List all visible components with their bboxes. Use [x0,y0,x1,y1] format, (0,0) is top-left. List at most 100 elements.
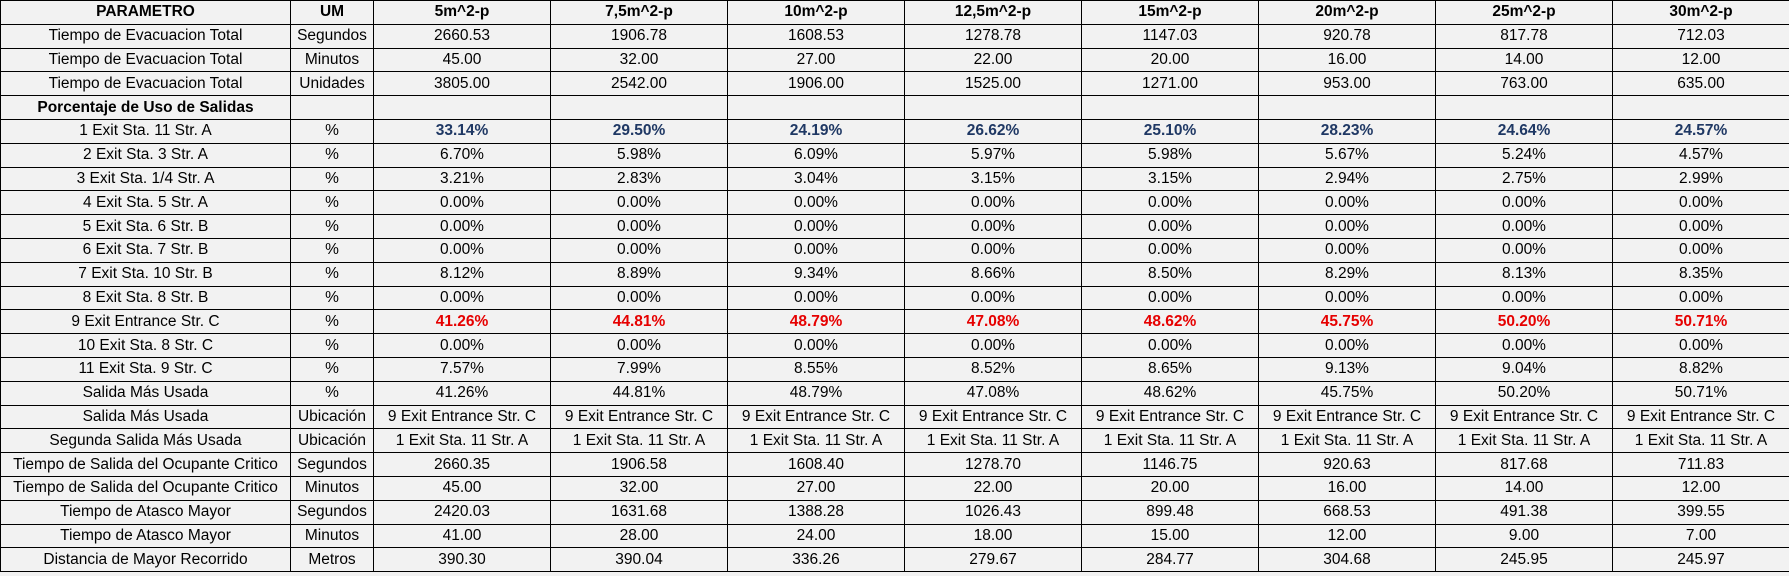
param-cell[interactable]: 9 Exit Entrance Str. C [0,309,291,335]
value-cell[interactable]: 45.00 [373,47,551,73]
value-cell[interactable]: 1608.40 [727,452,905,477]
value-cell[interactable]: 817.68 [1435,452,1613,477]
value-cell[interactable]: 8.13% [1435,261,1613,287]
value-cell[interactable]: 9.00 [1435,523,1613,549]
value-cell[interactable]: 0.00% [904,285,1082,311]
um-cell[interactable]: % [290,356,374,382]
value-cell[interactable] [1081,95,1259,120]
value-cell[interactable]: 4.57% [1612,142,1789,168]
value-cell[interactable]: 817.78 [1435,23,1613,49]
value-cell[interactable]: 9 Exit Entrance Str. C [1081,404,1259,430]
value-cell[interactable]: 24.19% [727,118,905,144]
value-cell[interactable]: 0.00% [904,214,1082,239]
value-cell[interactable]: 3.15% [904,166,1082,192]
value-cell[interactable]: 8.66% [904,261,1082,287]
value-cell[interactable]: 9 Exit Entrance Str. C [373,404,551,430]
value-cell[interactable]: 245.97 [1612,547,1789,573]
value-cell[interactable]: 1 Exit Sta. 11 Str. A [1081,428,1259,454]
value-cell[interactable]: 32.00 [550,475,728,501]
value-cell[interactable]: 0.00% [550,214,728,239]
um-cell[interactable]: % [290,333,374,358]
value-cell[interactable]: 0.00% [1081,285,1259,311]
header-scenario-cell[interactable]: 30m^2-p [1612,0,1789,25]
value-cell[interactable]: 45.75% [1258,380,1436,406]
value-cell[interactable]: 7.99% [550,356,728,382]
value-cell[interactable]: 2.94% [1258,166,1436,192]
value-cell[interactable]: 45.00 [373,475,551,501]
value-cell[interactable]: 336.26 [727,547,905,573]
value-cell[interactable]: 27.00 [727,47,905,73]
value-cell[interactable]: 635.00 [1612,71,1789,97]
param-cell[interactable]: Tiempo de Salida del Ocupante Critico [0,475,291,501]
value-cell[interactable]: 48.62% [1081,380,1259,406]
value-cell[interactable]: 0.00% [904,237,1082,263]
value-cell[interactable]: 712.03 [1612,23,1789,49]
um-cell[interactable]: Ubicación [290,404,374,430]
value-cell[interactable]: 8.82% [1612,356,1789,382]
value-cell[interactable]: 9 Exit Entrance Str. C [904,404,1082,430]
param-cell[interactable]: Tiempo de Evacuacion Total [0,47,291,73]
value-cell[interactable]: 1388.28 [727,499,905,525]
value-cell[interactable]: 284.77 [1081,547,1259,573]
header-scenario-cell[interactable]: 12,5m^2-p [904,0,1082,25]
value-cell[interactable]: 2.99% [1612,166,1789,192]
value-cell[interactable]: 1608.53 [727,23,905,49]
value-cell[interactable]: 0.00% [1258,190,1436,216]
um-cell[interactable]: Metros [290,547,374,573]
value-cell[interactable]: 45.75% [1258,309,1436,335]
value-cell[interactable]: 9 Exit Entrance Str. C [550,404,728,430]
value-cell[interactable]: 1 Exit Sta. 11 Str. A [1612,428,1789,454]
value-cell[interactable]: 0.00% [1435,237,1613,263]
um-cell[interactable]: % [290,190,374,216]
section-label-cell[interactable]: Porcentaje de Uso de Salidas [0,95,291,120]
value-cell[interactable]: 0.00% [1258,237,1436,263]
param-cell[interactable]: 3 Exit Sta. 1/4 Str. A [0,166,291,192]
value-cell[interactable] [373,95,551,120]
um-cell[interactable]: Segundos [290,499,374,525]
value-cell[interactable]: 0.00% [550,237,728,263]
param-cell[interactable]: Tiempo de Evacuacion Total [0,23,291,49]
value-cell[interactable]: 0.00% [1081,190,1259,216]
value-cell[interactable]: 16.00 [1258,475,1436,501]
value-cell[interactable]: 44.81% [550,380,728,406]
param-cell[interactable]: Tiempo de Atasco Mayor [0,523,291,549]
um-cell[interactable]: % [290,166,374,192]
value-cell[interactable]: 1278.78 [904,23,1082,49]
header-scenario-cell[interactable]: 10m^2-p [727,0,905,25]
value-cell[interactable]: 0.00% [727,285,905,311]
value-cell[interactable]: 2660.53 [373,23,551,49]
header-scenario-cell[interactable]: 20m^2-p [1258,0,1436,25]
um-cell[interactable]: Unidades [290,71,374,97]
value-cell[interactable]: 5.98% [550,142,728,168]
value-cell[interactable]: 41.00 [373,523,551,549]
value-cell[interactable]: 8.12% [373,261,551,287]
header-um-cell[interactable]: UM [290,0,374,25]
param-cell[interactable]: Salida Más Usada [0,404,291,430]
value-cell[interactable]: 0.00% [373,237,551,263]
param-cell[interactable]: 11 Exit Sta. 9 Str. C [0,356,291,382]
value-cell[interactable]: 245.95 [1435,547,1613,573]
value-cell[interactable]: 8.89% [550,261,728,287]
value-cell[interactable]: 14.00 [1435,475,1613,501]
value-cell[interactable]: 50.71% [1612,380,1789,406]
value-cell[interactable]: 50.71% [1612,309,1789,335]
value-cell[interactable]: 8.52% [904,356,1082,382]
value-cell[interactable]: 763.00 [1435,71,1613,97]
value-cell[interactable]: 279.67 [904,547,1082,573]
value-cell[interactable]: 32.00 [550,47,728,73]
value-cell[interactable]: 0.00% [1435,285,1613,311]
value-cell[interactable]: 12.00 [1612,475,1789,501]
value-cell[interactable]: 0.00% [1612,190,1789,216]
value-cell[interactable]: 2660.35 [373,452,551,477]
value-cell[interactable]: 15.00 [1081,523,1259,549]
value-cell[interactable]: 7.00 [1612,523,1789,549]
value-cell[interactable]: 47.08% [904,380,1082,406]
um-cell[interactable]: Minutos [290,47,374,73]
value-cell[interactable]: 47.08% [904,309,1082,335]
value-cell[interactable]: 24.00 [727,523,905,549]
value-cell[interactable]: 5.24% [1435,142,1613,168]
value-cell[interactable]: 12.00 [1612,47,1789,73]
value-cell[interactable]: 1147.03 [1081,23,1259,49]
value-cell[interactable]: 0.00% [904,333,1082,358]
value-cell[interactable]: 5.67% [1258,142,1436,168]
